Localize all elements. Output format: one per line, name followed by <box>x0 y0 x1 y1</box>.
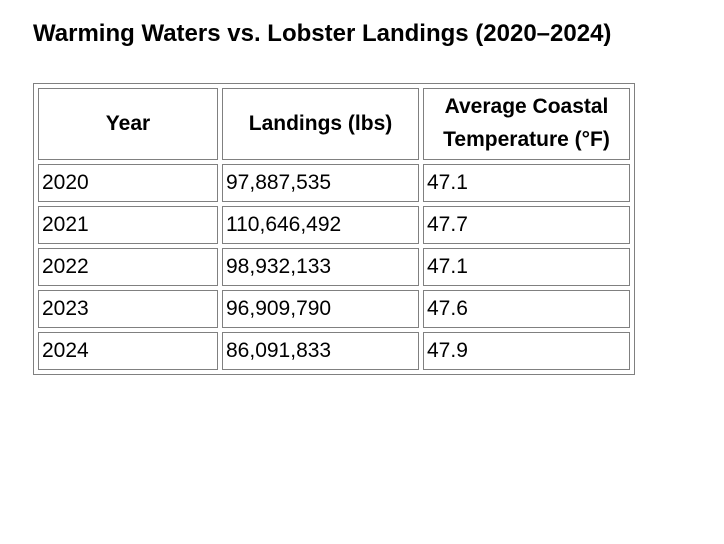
cell-landings: 97,887,535 <box>222 163 419 202</box>
cell-temperature: 47.6 <box>423 289 630 328</box>
cell-year: 2024 <box>38 331 218 370</box>
cell-temperature: 47.7 <box>423 205 630 244</box>
page-title: Warming Waters vs. Lobster Landings (202… <box>33 20 612 47</box>
table-row-2021: 2021 110,646,492 47.7 <box>38 205 630 244</box>
cell-temperature: 47.1 <box>423 247 630 286</box>
cell-temperature: 47.1 <box>423 163 630 202</box>
cell-temperature: 47.9 <box>423 331 630 370</box>
cell-year: 2021 <box>38 205 218 244</box>
table-row-2020: 2020 97,887,535 47.1 <box>38 163 630 202</box>
table-row-2024: 2024 86,091,833 47.9 <box>38 331 630 370</box>
cell-year: 2022 <box>38 247 218 286</box>
table-row-2023: 2023 96,909,790 47.6 <box>38 289 630 328</box>
cell-year: 2023 <box>38 289 218 328</box>
table-header-row: Year Landings (lbs) Average Coastal Temp… <box>38 87 630 160</box>
column-header-temperature: Average Coastal Temperature (°F) <box>423 87 630 160</box>
column-header-landings: Landings (lbs) <box>222 87 419 160</box>
cell-landings: 98,932,133 <box>222 247 419 286</box>
cell-landings: 110,646,492 <box>222 205 419 244</box>
cell-year: 2020 <box>38 163 218 202</box>
cell-landings: 96,909,790 <box>222 289 419 328</box>
column-header-year: Year <box>38 87 218 160</box>
cell-landings: 86,091,833 <box>222 331 419 370</box>
lobster-landings-table: Year Landings (lbs) Average Coastal Temp… <box>33 82 635 375</box>
table-row-2022: 2022 98,932,133 47.1 <box>38 247 630 286</box>
